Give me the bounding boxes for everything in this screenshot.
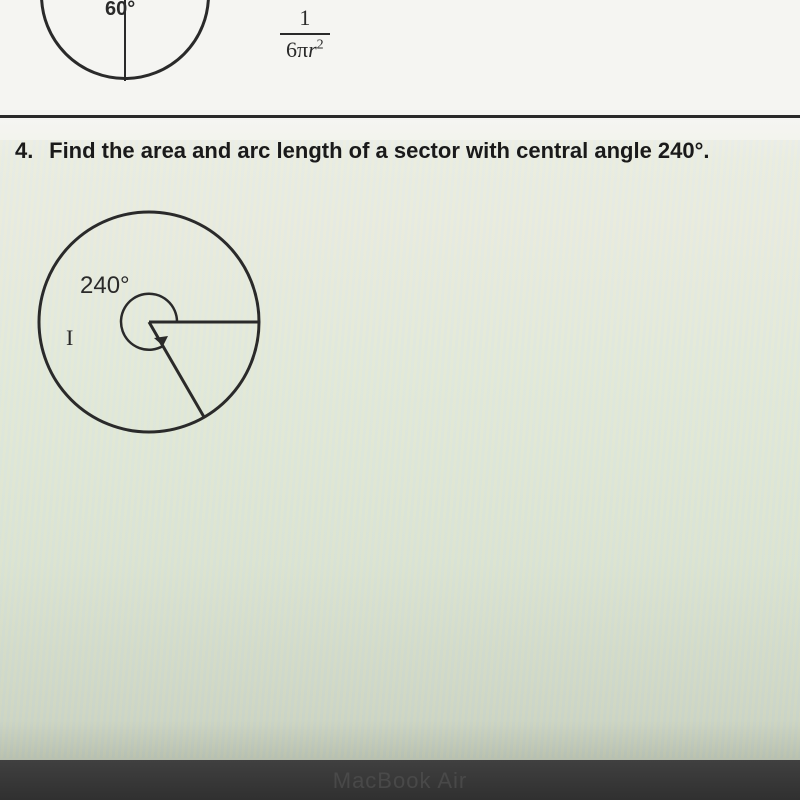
sector-diagram: [32, 205, 267, 440]
section-divider: [0, 115, 800, 118]
question-text: Find the area and arc length of a sector…: [49, 138, 709, 163]
radius-lower: [149, 322, 204, 417]
device-label: MacBook Air: [333, 768, 468, 794]
fraction-bar: [280, 33, 330, 35]
angle-240-label: 240°: [80, 272, 130, 300]
question-4: 4. Find the area and arc length of a sec…: [15, 138, 790, 164]
previous-problem-fragment: 60° 1 6πr2: [0, 0, 800, 120]
question-number: 4.: [15, 138, 43, 164]
fraction-expression: 1 6πr2: [280, 5, 330, 63]
fraction-numerator: 1: [280, 5, 330, 31]
text-cursor-mark: I: [66, 325, 73, 351]
sixty-deg-label: 60°: [105, 0, 135, 21]
fraction-denominator: 6πr2: [280, 37, 330, 63]
